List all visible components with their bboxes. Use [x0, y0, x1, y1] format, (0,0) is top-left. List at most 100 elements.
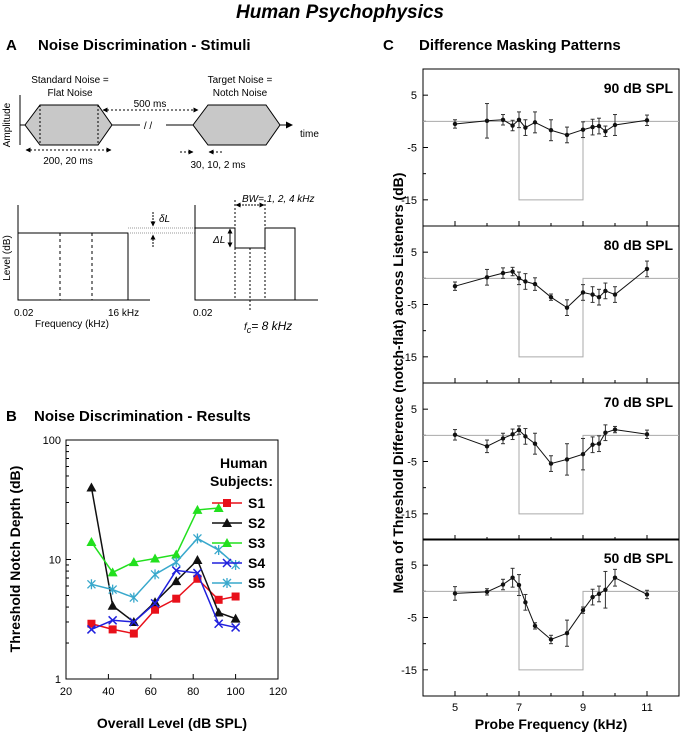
- b-point-S4: [192, 568, 202, 578]
- c-panel-label: 50 dB SPL: [604, 550, 674, 566]
- c-point: [644, 266, 650, 272]
- c-ytick-label: -5: [407, 457, 417, 469]
- b-point-S1: [129, 629, 138, 638]
- c-series-line: [454, 268, 648, 309]
- c-panel-label: 90 dB SPL: [604, 80, 674, 96]
- c-ytick-label: 5: [411, 560, 417, 572]
- c-point: [590, 442, 595, 447]
- b-point-S5: [108, 584, 118, 595]
- b-point-S5: [231, 559, 241, 570]
- b-point-S5: [129, 592, 139, 603]
- c-point: [612, 575, 618, 580]
- c-point: [516, 117, 522, 122]
- c-point: [510, 123, 515, 128]
- b-point-S5: [192, 533, 202, 544]
- panel-b-title: Noise Discrimination - Results: [34, 408, 251, 425]
- c-point: [612, 292, 618, 297]
- b-ytick-label: 100: [43, 435, 61, 447]
- panel-c-xticks: 5 7 9 11: [452, 702, 653, 714]
- c-point: [516, 427, 522, 433]
- c-xtick-label: 11: [641, 702, 652, 714]
- b-point-S3: [107, 567, 118, 577]
- c-ytick-label: -15: [401, 665, 417, 677]
- freq-axis-label: Frequency (kHz): [35, 319, 109, 330]
- b-xtick-label: 100: [226, 686, 244, 698]
- c-point: [500, 270, 506, 276]
- flat-spectrum: [17, 232, 129, 301]
- c-point: [510, 575, 515, 580]
- panel-a-title: Noise Discrimination - Stimuli: [38, 37, 251, 54]
- notch-spectrum: [195, 227, 296, 300]
- delta-big-label: ΔL: [212, 235, 225, 246]
- b-point-S4: [129, 617, 139, 627]
- b-point-S1: [151, 605, 160, 614]
- c-point: [516, 582, 522, 588]
- c-point: [452, 283, 458, 289]
- b-point-S4: [108, 615, 118, 625]
- c-point: [564, 132, 570, 138]
- legend-marker-S3: [222, 538, 232, 547]
- c-point: [580, 451, 586, 457]
- c-point: [612, 427, 618, 432]
- c-point: [548, 461, 554, 466]
- c-point: [452, 591, 458, 596]
- panel-c-xlabel: Probe Frequency (kHz): [475, 716, 627, 732]
- c-point: [532, 281, 538, 287]
- c-xtick-label: 7: [516, 702, 522, 714]
- c-point: [590, 292, 595, 297]
- c-point: [452, 121, 458, 127]
- c-point: [603, 587, 608, 592]
- panel-b-series: [86, 482, 241, 638]
- c-point: [516, 276, 522, 281]
- b-ytick-label: 1: [55, 674, 61, 686]
- b-point-S4: [150, 598, 160, 608]
- b-point-S1: [172, 594, 181, 603]
- legend-label-S3: S3: [248, 535, 265, 551]
- b-point-S3: [86, 537, 97, 547]
- c-panel-label: 80 dB SPL: [604, 237, 674, 253]
- c-point: [596, 591, 602, 597]
- c-notch-reference: [423, 434, 679, 515]
- b-point-S4: [171, 565, 181, 575]
- figure-title: Human Psychophysics: [236, 2, 444, 23]
- time-label: time: [300, 129, 319, 140]
- c-point: [484, 118, 490, 124]
- legend-label-S4: S4: [248, 555, 265, 571]
- target-noise-label-2: Notch Noise: [213, 88, 268, 99]
- c-ytick-label: -15: [401, 352, 417, 364]
- c-ytick-label: -15: [401, 195, 417, 207]
- target-noise-label: Target Noise =: [208, 75, 273, 86]
- b-ytick-label: 10: [49, 555, 61, 567]
- b-xtick-label: 80: [187, 686, 199, 698]
- fc-label: fc= 8 kHz: [244, 319, 292, 335]
- b-point-S4: [231, 622, 241, 632]
- c-ytick-label: -5: [407, 300, 417, 312]
- b-xtick-label: 20: [60, 686, 72, 698]
- b-point-S2: [86, 482, 97, 492]
- level-axis-label: Level (dB): [2, 235, 13, 281]
- c-point: [590, 594, 595, 600]
- c-xtick-label: 9: [580, 702, 586, 714]
- b-point-S1: [231, 592, 240, 601]
- flat-spectrum-axes: [17, 205, 150, 301]
- b-point-S2: [213, 607, 224, 617]
- c-point: [523, 600, 528, 605]
- c-point: [523, 125, 528, 130]
- b-point-S1: [108, 625, 117, 634]
- c-point: [603, 129, 608, 134]
- c-point: [484, 444, 490, 449]
- c-notch-reference: [423, 590, 679, 671]
- c-point: [564, 457, 570, 462]
- b-point-S4: [214, 619, 224, 629]
- c-panel-label: 70 dB SPL: [604, 394, 674, 410]
- c-point: [548, 294, 554, 300]
- c-point: [484, 275, 490, 280]
- panel-a-letter: A: [6, 37, 17, 54]
- c-point: [644, 592, 650, 597]
- b-series-line-S5: [91, 537, 237, 599]
- bw-label: BW= 1, 2, 4 kHz: [242, 194, 315, 205]
- c-point: [532, 441, 538, 446]
- f-low-label-2: 0.02: [193, 308, 213, 319]
- c-point: [500, 436, 506, 441]
